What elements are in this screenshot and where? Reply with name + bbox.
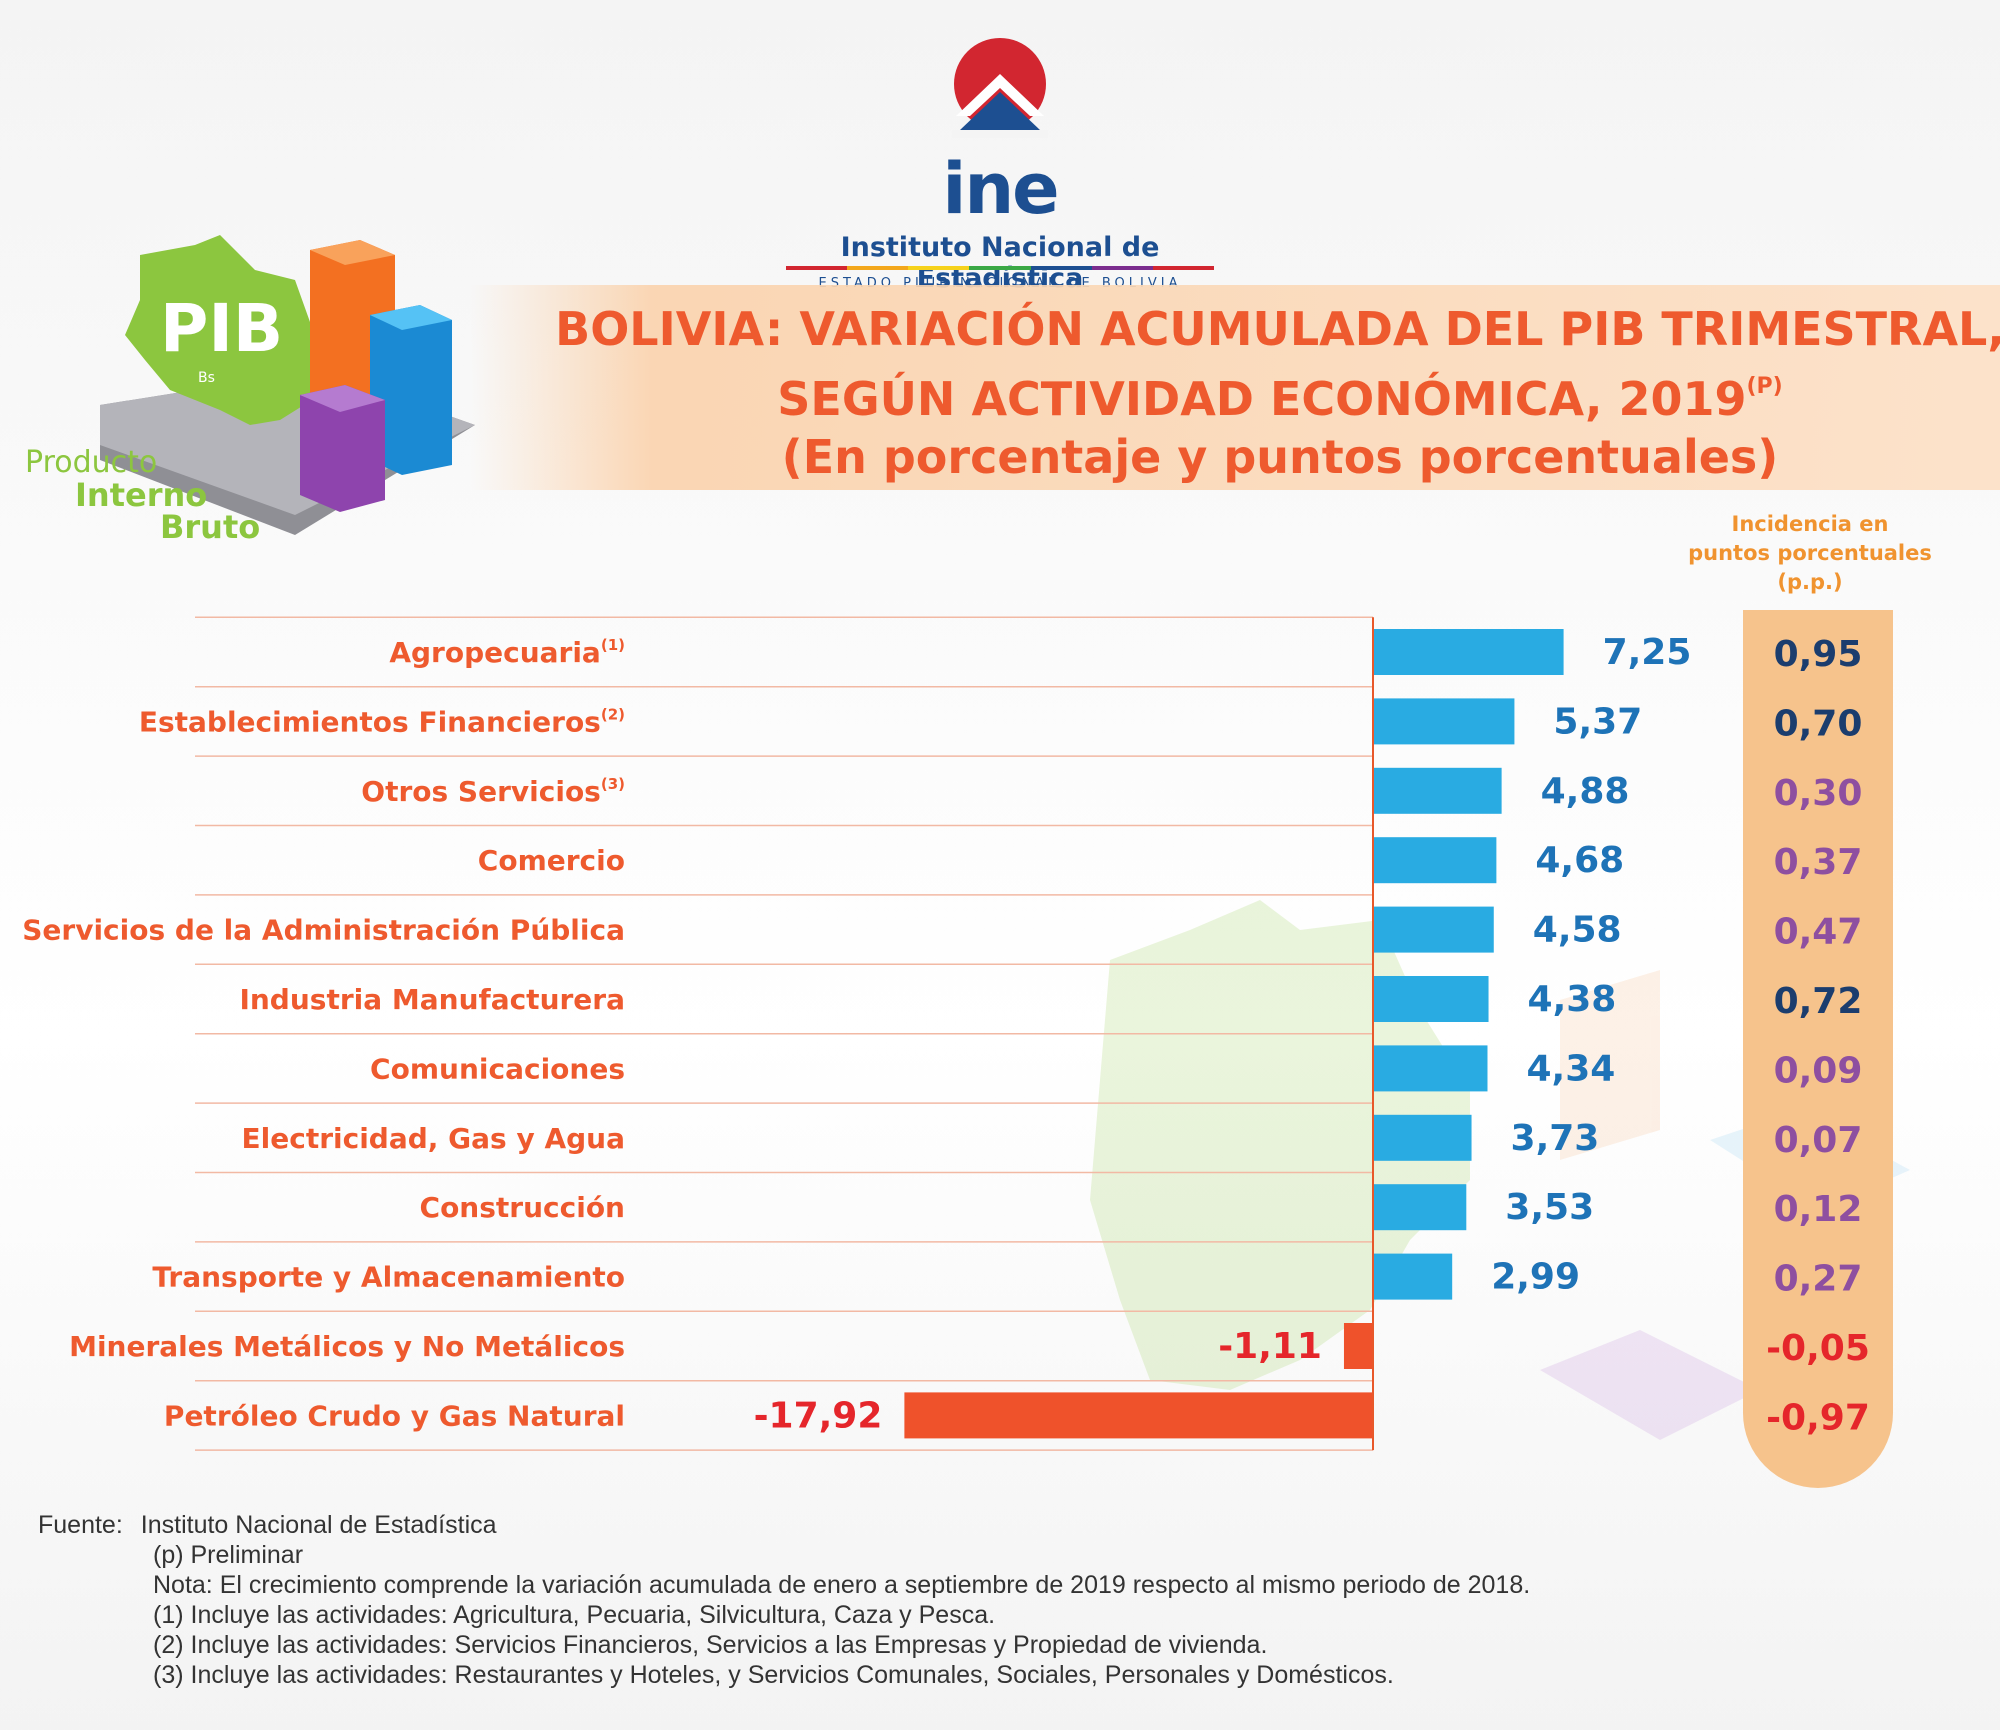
- category-label-text: Construcción: [420, 1191, 625, 1224]
- bar: [1374, 1045, 1488, 1092]
- bars-group: [904, 629, 1564, 1439]
- category-label: Otros Servicios(3): [361, 775, 625, 808]
- incidence-label: 0,47: [1774, 912, 1863, 953]
- bar: [1374, 906, 1494, 953]
- footer-source: Fuente: Instituto Nacional de Estadística: [38, 1511, 497, 1539]
- incidence-label: 0,70: [1774, 703, 1863, 744]
- chart-title: BOLIVIA: VARIACIÓN ACUMULADA DEL PIB TRI…: [470, 300, 2000, 486]
- value-label: 5,37: [1553, 701, 1642, 742]
- category-label: Agropecuaria(1): [389, 636, 625, 669]
- value-label: 2,99: [1491, 1257, 1580, 1298]
- value-label: 3,73: [1511, 1118, 1600, 1159]
- bar: [904, 1392, 1373, 1439]
- category-label: Minerales Metálicos y No Metálicos: [69, 1330, 625, 1363]
- pib-currency-label: Bs: [198, 370, 215, 386]
- category-label-text: Petróleo Crudo y Gas Natural: [164, 1399, 625, 1432]
- value-label: 4,34: [1526, 1048, 1615, 1089]
- incidence-label: 0,72: [1774, 981, 1863, 1022]
- incidence-label: -0,05: [1766, 1328, 1870, 1369]
- footer-note-1: (1) Incluye las actividades: Agricultura…: [153, 1601, 996, 1629]
- category-footnote-mark: (1): [601, 636, 625, 654]
- pib-line1: Producto: [25, 445, 158, 480]
- bar: [1374, 767, 1502, 814]
- category-label: Comunicaciones: [370, 1052, 625, 1085]
- title-band: [470, 285, 2000, 490]
- incidence-label: 0,30: [1774, 773, 1863, 814]
- category-label: Establecimientos Financieros(2): [139, 705, 625, 738]
- category-label-text: Comunicaciones: [370, 1052, 625, 1085]
- bar: [1374, 837, 1497, 884]
- footer-note-3: (3) Incluye las actividades: Restaurante…: [153, 1661, 1394, 1689]
- incidence-column: [1743, 610, 1893, 1488]
- incidence-label: 0,37: [1774, 842, 1863, 883]
- bar: [1374, 698, 1515, 745]
- bar: [1374, 1253, 1453, 1300]
- category-footnote-mark: (3): [601, 775, 625, 793]
- category-label: Electricidad, Gas y Agua: [242, 1122, 626, 1155]
- incidence-header: Incidencia en puntos porcentuales (p.p.): [1660, 510, 1960, 597]
- category-label-text: Otros Servicios: [361, 775, 601, 808]
- incidence-label: -0,97: [1766, 1397, 1870, 1438]
- bar: [1343, 1323, 1373, 1369]
- incidence-labels: 0,95 0,70 0,30 0,37 0,47 0,72 0,09 0,07 0,12 0,27…: [1766, 634, 1870, 1438]
- pib-line3: Bruto: [160, 508, 261, 546]
- incidence-label: 0,07: [1774, 1120, 1863, 1161]
- incidence-label: 0,09: [1774, 1050, 1863, 1091]
- incidence-header-line3: (p.p.): [1777, 570, 1843, 594]
- category-label: Comercio: [478, 844, 625, 877]
- category-label-text: Servicios de la Administración Pública: [22, 914, 625, 947]
- footer-note-2: (2) Incluye las actividades: Servicios F…: [153, 1631, 1268, 1659]
- chart-subtitle: (En porcentaje y puntos porcentuales): [781, 430, 1779, 484]
- category-label-text: Establecimientos Financieros: [139, 705, 601, 738]
- incidence-header-line1: Incidencia en: [1731, 512, 1889, 536]
- pib-illustration: PIB Bs Producto Interno Bruto: [20, 220, 490, 550]
- category-labels: Agropecuaria(1) Establecimientos Financie…: [22, 636, 625, 1432]
- category-label-text: Industria Manufacturera: [239, 983, 625, 1016]
- category-label-text: Agropecuaria: [389, 636, 601, 669]
- value-labels: 7,25 5,37 4,88 4,68 4,58 4,38 4,34 3,73 3,53 2,99…: [754, 632, 1692, 1436]
- chart-title-line2: SEGÚN ACTIVIDAD ECONÓMICA, 2019(P): [777, 372, 1783, 426]
- incidence-label: 0,95: [1774, 634, 1863, 675]
- category-label-text: Comercio: [478, 844, 625, 877]
- category-label: Construcción: [420, 1191, 625, 1224]
- incidence-header-line2: puntos porcentuales: [1688, 541, 1932, 565]
- pib-bars-icon: [100, 235, 475, 535]
- value-label: 4,38: [1528, 979, 1617, 1020]
- category-label: Petróleo Crudo y Gas Natural: [164, 1399, 625, 1432]
- incidence-label: 0,27: [1774, 1259, 1863, 1300]
- value-label: 7,25: [1603, 632, 1692, 673]
- category-label-text: Transporte y Almacenamiento: [152, 1261, 625, 1294]
- row-gridlines: [195, 616, 1373, 1451]
- category-label: Industria Manufacturera: [239, 983, 625, 1016]
- footer-notes: Fuente: Instituto Nacional de Estadística…: [38, 1510, 1978, 1690]
- value-label: -1,11: [1218, 1326, 1322, 1367]
- chart-title-line1: BOLIVIA: VARIACIÓN ACUMULADA DEL PIB TRI…: [555, 302, 2000, 356]
- pib-big-label: PIB: [160, 290, 284, 367]
- bar: [1374, 976, 1489, 1022]
- value-label: 4,88: [1541, 771, 1630, 812]
- category-label: Transporte y Almacenamiento: [152, 1261, 625, 1294]
- value-label: 4,68: [1535, 840, 1624, 881]
- logo-color-stripe: [786, 266, 1214, 270]
- bar: [1374, 1114, 1472, 1161]
- footer-note: Nota: El crecimiento comprende la variac…: [153, 1571, 1531, 1599]
- bar: [1374, 629, 1564, 675]
- value-label: -17,92: [754, 1395, 883, 1436]
- incidence-label: 0,12: [1774, 1189, 1863, 1230]
- category-footnote-mark: (2): [601, 705, 625, 723]
- category-label-text: Electricidad, Gas y Agua: [242, 1122, 626, 1155]
- footer-preliminary: (p) Preliminar: [153, 1541, 304, 1569]
- category-label-text: Minerales Metálicos y No Metálicos: [69, 1330, 625, 1363]
- value-label: 4,58: [1533, 910, 1622, 951]
- value-label: 3,53: [1505, 1187, 1594, 1228]
- incidence-column-top: [1743, 610, 1893, 690]
- category-label: Servicios de la Administración Pública: [22, 914, 625, 947]
- bar: [1374, 1184, 1467, 1231]
- pib-line2: Interno: [75, 476, 208, 514]
- ine-wordmark: ine: [942, 148, 1059, 230]
- preliminary-mark: (P): [1746, 374, 1783, 399]
- ine-emblem-icon: [952, 38, 1048, 138]
